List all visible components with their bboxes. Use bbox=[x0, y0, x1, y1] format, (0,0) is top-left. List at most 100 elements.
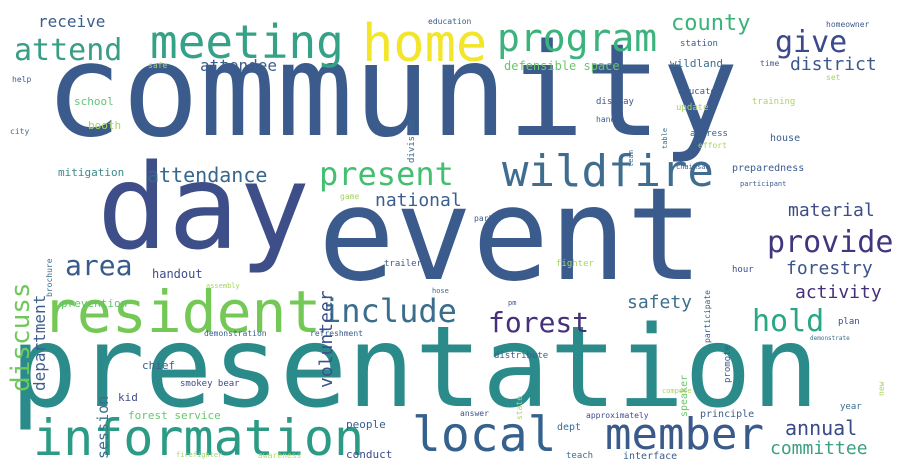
word-hour: hour bbox=[732, 265, 754, 275]
word-provide: provide bbox=[767, 225, 894, 260]
word-meeting: meeting bbox=[150, 15, 344, 69]
word-demonstration: demonstration bbox=[204, 329, 267, 338]
word-interface: interface bbox=[623, 451, 678, 462]
word-station: station bbox=[680, 39, 718, 49]
word-effort: effort bbox=[698, 141, 727, 150]
word-update: update bbox=[676, 103, 709, 113]
word-area: area bbox=[65, 249, 133, 282]
word-educate: educate bbox=[678, 87, 716, 97]
word-dept: dept bbox=[557, 422, 582, 433]
word-approximately: approximately bbox=[586, 411, 649, 420]
word-member: member bbox=[605, 409, 764, 460]
word-presentation: presentation bbox=[10, 303, 820, 433]
word-house: house bbox=[770, 133, 801, 144]
word-community: community bbox=[45, 17, 739, 166]
word-education: education bbox=[428, 17, 472, 26]
word-national: national bbox=[375, 190, 462, 211]
word-chief: chief bbox=[142, 359, 176, 372]
word-state: state bbox=[515, 395, 524, 420]
word-prevention: prevention bbox=[61, 297, 128, 310]
word-team: team bbox=[627, 150, 635, 167]
word-demonstrate: demonstrate bbox=[810, 335, 850, 342]
word-chainsaw: chainsaw bbox=[676, 163, 710, 171]
word-session: session bbox=[94, 395, 112, 459]
word-home: home bbox=[362, 14, 488, 74]
word-brochure: brochure bbox=[45, 258, 54, 297]
word-awareness: awareness bbox=[258, 451, 302, 460]
word-smokey-bear: smokey bear bbox=[180, 379, 240, 389]
word-wildfire: wildfire bbox=[502, 146, 714, 197]
word-defensible-space: defensible space bbox=[504, 59, 620, 73]
word-pm: pm bbox=[508, 299, 517, 307]
word-safe: safe bbox=[148, 61, 168, 70]
word-forest-service: forest service bbox=[128, 409, 221, 422]
word-fighter: fighter bbox=[556, 259, 594, 269]
word-preparedness: preparedness bbox=[732, 163, 805, 174]
word-conduct: conduct bbox=[346, 448, 393, 461]
word-information: information bbox=[33, 409, 365, 467]
word-assembly: assembly bbox=[206, 282, 240, 290]
word-training: training bbox=[752, 97, 796, 107]
word-year: year bbox=[840, 402, 862, 412]
word-booth: booth bbox=[88, 119, 122, 132]
word-trailer: trailer bbox=[384, 259, 422, 269]
word-display: display bbox=[596, 97, 634, 107]
word-new: new bbox=[877, 381, 886, 396]
word-day: day bbox=[97, 138, 311, 276]
word-local: local bbox=[412, 407, 557, 463]
word-program: program bbox=[497, 16, 658, 60]
word-school: school bbox=[74, 95, 114, 108]
word-game: game bbox=[340, 192, 360, 201]
word-hold: hold bbox=[752, 304, 825, 339]
word-division: division bbox=[407, 119, 417, 163]
word-mitigation: mitigation bbox=[58, 166, 125, 179]
word-attendance: attendance bbox=[147, 163, 268, 187]
word-attend: attend bbox=[14, 33, 123, 68]
word-include: include bbox=[322, 292, 457, 330]
word-city: city bbox=[10, 127, 30, 136]
word-address: address bbox=[690, 129, 728, 139]
word-attendee: attendee bbox=[200, 56, 278, 75]
word-people: people bbox=[346, 418, 386, 431]
word-homeowner: homeowner bbox=[826, 20, 870, 29]
word-committee: committee bbox=[770, 438, 868, 459]
word-hand: hand bbox=[596, 115, 616, 124]
word-activity: activity bbox=[795, 282, 882, 303]
word-distribute: distribute bbox=[494, 351, 549, 361]
word-firefighter: firefighter bbox=[176, 451, 223, 459]
word-plan: plan bbox=[838, 317, 860, 327]
word-teach: teach bbox=[566, 451, 594, 461]
word-time: time bbox=[760, 59, 780, 68]
word-kid: kid bbox=[118, 391, 138, 404]
word-safety: safety bbox=[627, 292, 693, 313]
word-handout: handout bbox=[152, 267, 203, 281]
word-give: give bbox=[775, 25, 848, 60]
word-wildland: wildland bbox=[670, 57, 723, 70]
word-forestry: forestry bbox=[786, 258, 873, 279]
word-event: event bbox=[318, 161, 704, 310]
word-resident: resident bbox=[42, 278, 322, 346]
word-county: county bbox=[671, 11, 751, 36]
word-speaker: speaker bbox=[679, 374, 690, 417]
word-hose: hose bbox=[432, 287, 449, 295]
word-participate: participate bbox=[703, 290, 712, 343]
word-promote: promote bbox=[723, 345, 733, 383]
word-principle: principle bbox=[700, 409, 755, 420]
word-set: set bbox=[826, 73, 841, 82]
word-compete: compete bbox=[662, 387, 692, 395]
word-table: table bbox=[661, 127, 669, 149]
word-receive: receive bbox=[38, 12, 106, 31]
word-present: present bbox=[319, 155, 454, 193]
word-refreshment: refreshment bbox=[310, 329, 363, 338]
word-annual: annual bbox=[785, 416, 858, 440]
word-material: material bbox=[788, 200, 875, 221]
word-department: department bbox=[30, 294, 49, 391]
word-district: district bbox=[790, 54, 877, 75]
word-volunteer: volunteer bbox=[316, 290, 337, 388]
word-help: help bbox=[12, 75, 32, 84]
word-forest: forest bbox=[488, 306, 590, 339]
word-answer: answer bbox=[460, 409, 489, 418]
word-park: park bbox=[474, 214, 494, 223]
word-participant: participant bbox=[740, 180, 787, 188]
